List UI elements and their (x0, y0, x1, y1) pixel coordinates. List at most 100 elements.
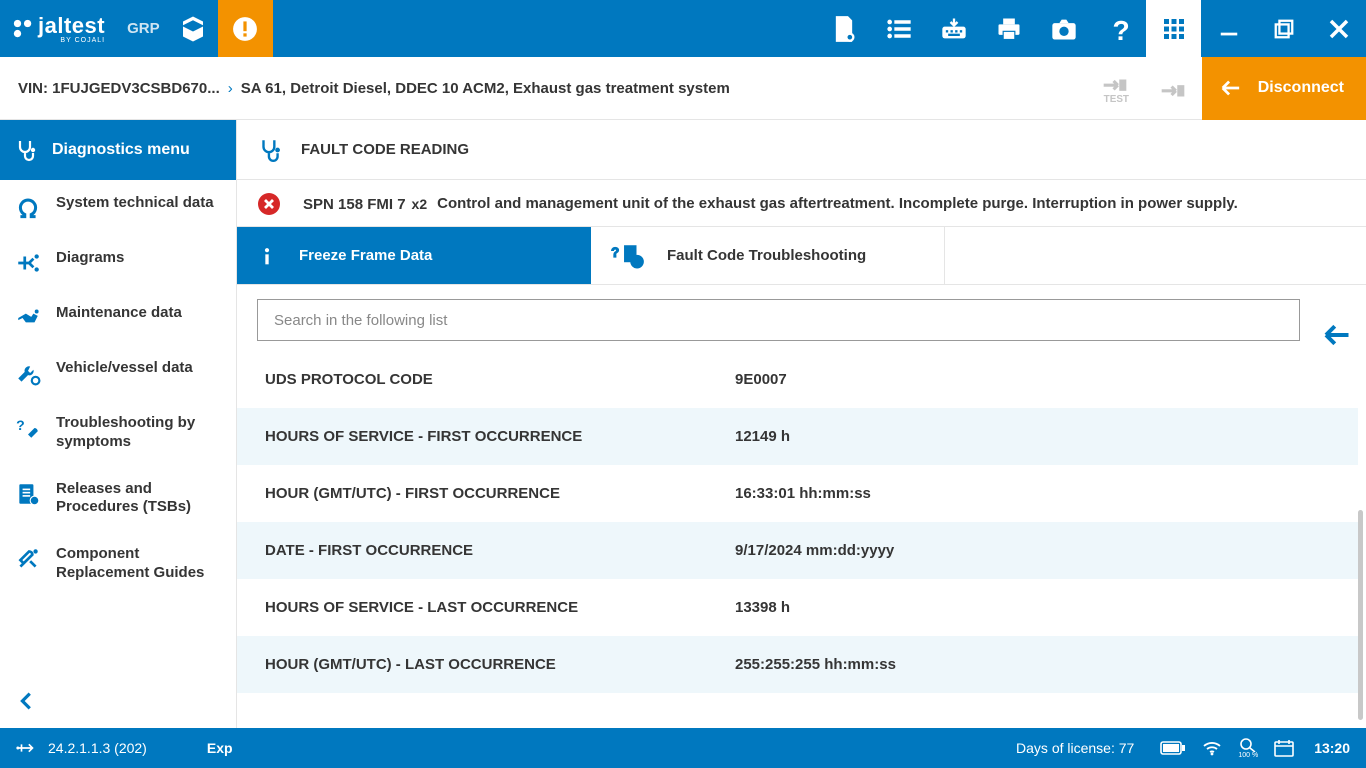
tools-icon (14, 546, 42, 572)
stethoscope-icon (257, 136, 283, 164)
list-icon (885, 15, 913, 43)
arrow-left-icon (1216, 77, 1244, 99)
question-wrench-icon: ? (14, 415, 42, 441)
minimize-button[interactable] (1201, 0, 1256, 57)
sidebar-item-label: Component Replacement Guides (56, 545, 224, 583)
scrollbar-thumb[interactable] (1358, 510, 1363, 720)
svg-text:TEST: TEST (1103, 94, 1128, 105)
list-item: HOUR (GMT/UTC) - LAST OCCURRENCE255:255:… (237, 636, 1358, 693)
row-label: HOURS OF SERVICE - LAST OCCURRENCE (265, 599, 735, 616)
row-value: 9/17/2024 mm:dd:yyyy (735, 542, 1338, 559)
connector-button[interactable] (1144, 57, 1202, 120)
camera-button[interactable] (1036, 0, 1091, 57)
logo: jaltest BY COJALI (0, 13, 105, 44)
main-panel: FAULT CODE READING SPN 158 FMI 7 x2 Cont… (237, 120, 1366, 728)
calendar-icon[interactable] (1274, 739, 1294, 757)
alert-icon (232, 16, 258, 42)
freeze-frame-list[interactable]: UDS PROTOCOL CODE9E0007 HOURS OF SERVICE… (237, 351, 1358, 728)
wrench-icon (14, 360, 42, 386)
stethoscope-icon (14, 137, 38, 163)
test-icon: TEST (1098, 71, 1132, 105)
status-bar: 24.2.1.1.3 (202) Exp Days of license: 77… (0, 728, 1366, 768)
tab-label: Fault Code Troubleshooting (667, 247, 866, 264)
sidebar-item-label: Releases and Procedures (TSBs) (56, 480, 224, 518)
sidebar-header[interactable]: Diagnostics menu (0, 120, 236, 180)
row-label: DATE - FIRST OCCURRENCE (265, 542, 735, 559)
svg-text:?: ? (611, 245, 619, 260)
sidebar-item-tsb[interactable]: Releases and Procedures (TSBs) (0, 466, 236, 532)
info-icon (257, 243, 277, 269)
row-value: 13398 h (735, 599, 1338, 616)
wifi-icon (1202, 740, 1222, 756)
disconnect-button[interactable]: Disconnect (1202, 57, 1366, 120)
report-button[interactable] (816, 0, 871, 57)
list-item: UDS PROTOCOL CODE9E0007 (237, 351, 1358, 408)
keyboard-button[interactable] (926, 0, 981, 57)
sidebar-back-button[interactable] (0, 674, 236, 728)
alert-button[interactable] (218, 0, 273, 57)
row-label: HOUR (GMT/UTC) - FIRST OCCURRENCE (265, 485, 735, 502)
clock-label: 13:20 (1314, 740, 1350, 756)
usb-icon (16, 741, 38, 755)
apps-button[interactable] (1146, 0, 1201, 57)
sidebar-item-label: Maintenance data (56, 304, 224, 323)
sidebar-item-vehicle-data[interactable]: Vehicle/vessel data (0, 345, 236, 400)
list-item: DATE - FIRST OCCURRENCE9/17/2024 mm:dd:y… (237, 522, 1358, 579)
chevron-left-icon (16, 690, 38, 712)
sidebar-item-label: Vehicle/vessel data (56, 359, 224, 378)
sidebar-item-label: Troubleshooting by symptoms (56, 414, 224, 452)
help-icon: ? (1106, 14, 1132, 44)
oil-icon (14, 305, 42, 331)
sidebar-item-label: Diagrams (56, 249, 224, 268)
search-input[interactable] (257, 299, 1300, 341)
breadcrumb-separator: › (228, 80, 233, 97)
row-value: 9E0007 (735, 371, 1338, 388)
sidebar-item-system-data[interactable]: System technical data (0, 180, 236, 235)
connector-icon (1156, 71, 1190, 105)
fault-multiplier: x2 (412, 196, 428, 212)
row-value: 255:255:255 hh:mm:ss (735, 656, 1338, 673)
titlebar: jaltest BY COJALI GRP ? (0, 0, 1366, 57)
list-item: HOURS OF SERVICE - LAST OCCURRENCE13398 … (237, 579, 1358, 636)
sidebar-item-troubleshoot[interactable]: ? Troubleshooting by symptoms (0, 400, 236, 466)
svg-text:?: ? (16, 417, 25, 433)
zoom-indicator[interactable]: 100 % (1238, 738, 1258, 759)
list-item: HOURS OF SERVICE - FIRST OCCURRENCE12149… (237, 408, 1358, 465)
troubleshoot-icon: ? (611, 241, 645, 271)
row-label: HOURS OF SERVICE - FIRST OCCURRENCE (265, 428, 735, 445)
exp-label[interactable]: Exp (207, 740, 233, 756)
tab-troubleshooting[interactable]: ? Fault Code Troubleshooting (591, 227, 945, 284)
main-header: FAULT CODE READING (237, 120, 1366, 180)
document-icon (14, 481, 42, 507)
battery-icon (1160, 741, 1186, 755)
disconnect-label: Disconnect (1258, 79, 1344, 97)
breadcrumb: VIN: 1FUJGEDV3CSBD670... › SA 61, Detroi… (0, 57, 1366, 120)
sidebar-item-diagrams[interactable]: Diagrams (0, 235, 236, 290)
diagram-icon (14, 250, 42, 276)
test-button[interactable]: TEST (1086, 57, 1144, 120)
restore-button[interactable] (1256, 0, 1311, 57)
titlebar-actions: ? (816, 0, 1366, 57)
breadcrumb-vin[interactable]: VIN: 1FUJGEDV3CSBD670... (18, 80, 220, 97)
keyboard-icon (939, 15, 969, 43)
close-button[interactable] (1311, 0, 1366, 57)
report-icon (830, 15, 858, 43)
logo-text: jaltest (38, 13, 105, 38)
camera-icon (1049, 15, 1079, 43)
row-value: 16:33:01 hh:mm:ss (735, 485, 1338, 502)
license-label: Days of license: 77 (1016, 740, 1134, 756)
tab-freeze-frame[interactable]: Freeze Frame Data (237, 227, 591, 284)
list-button[interactable] (871, 0, 926, 57)
fault-code: SPN 158 FMI 7 (303, 196, 406, 213)
restore-icon (1273, 18, 1295, 40)
row-label: HOUR (GMT/UTC) - LAST OCCURRENCE (265, 656, 735, 673)
minimize-icon (1218, 18, 1240, 40)
modules-icon[interactable] (178, 14, 208, 44)
help-button[interactable]: ? (1091, 0, 1146, 57)
row-label: UDS PROTOCOL CODE (265, 371, 735, 388)
sidebar-item-maintenance[interactable]: Maintenance data (0, 290, 236, 345)
print-button[interactable] (981, 0, 1036, 57)
back-button[interactable] (1306, 300, 1366, 370)
sidebar-item-component[interactable]: Component Replacement Guides (0, 531, 236, 597)
version-label: 24.2.1.1.3 (202) (48, 740, 147, 756)
